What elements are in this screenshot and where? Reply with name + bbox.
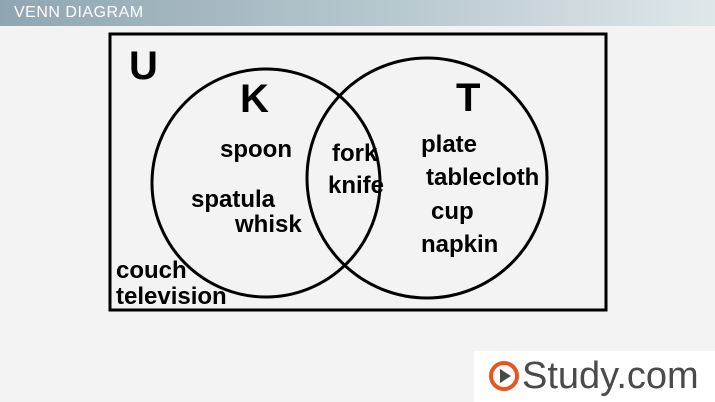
brand-wordmark: Study.com bbox=[522, 355, 699, 398]
universe-box bbox=[108, 32, 608, 312]
title-bar: VENN DIAGRAM bbox=[0, 0, 715, 26]
set-t-circle bbox=[305, 56, 549, 300]
item-napkin: napkin bbox=[421, 231, 498, 258]
item-whisk: whisk bbox=[234, 211, 302, 238]
set-t-label: T bbox=[456, 76, 480, 120]
item-knife: knife bbox=[328, 172, 384, 199]
set-k-label: K bbox=[240, 77, 269, 121]
page-title: VENN DIAGRAM bbox=[14, 4, 144, 21]
universe-label: U bbox=[129, 44, 158, 88]
item-television: television bbox=[116, 283, 227, 310]
item-couch: couch bbox=[116, 257, 187, 284]
brand-name: Study bbox=[522, 355, 617, 397]
item-tablecloth: tablecloth bbox=[426, 164, 539, 191]
item-spoon: spoon bbox=[220, 136, 292, 163]
item-cup: cup bbox=[431, 198, 474, 225]
item-plate: plate bbox=[421, 131, 477, 158]
item-spatula: spatula bbox=[191, 186, 276, 213]
brand-tld: .com bbox=[616, 355, 699, 397]
item-fork: fork bbox=[332, 140, 378, 167]
study-logo: Study.com bbox=[474, 351, 715, 402]
play-icon bbox=[489, 361, 519, 391]
set-k-circle bbox=[150, 67, 382, 299]
